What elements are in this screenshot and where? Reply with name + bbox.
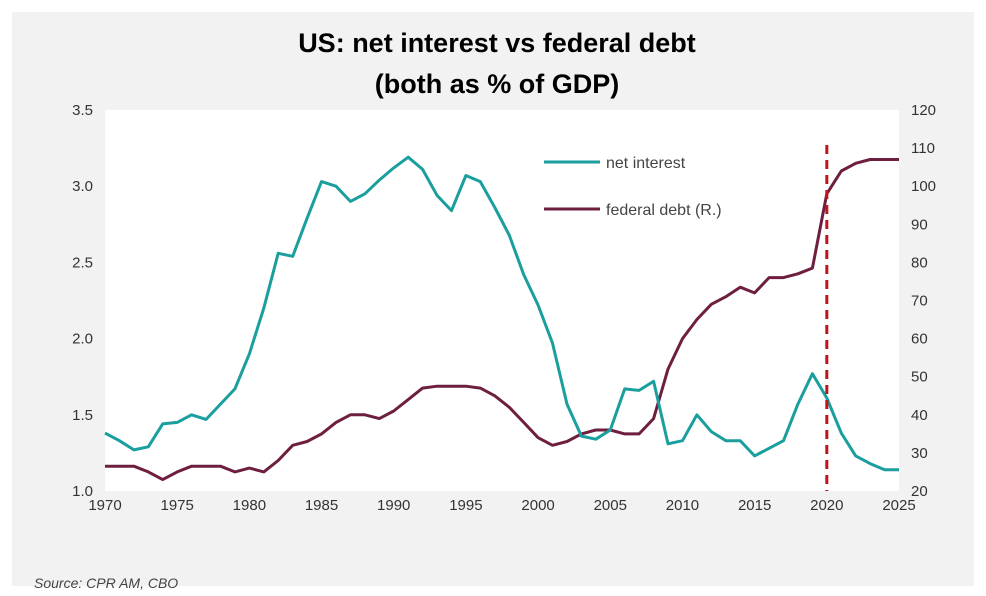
x-tick-label: 1995 bbox=[449, 497, 482, 514]
x-tick-label: 1985 bbox=[305, 497, 338, 514]
x-tick-label: 1970 bbox=[88, 497, 121, 514]
x-tick-label: 2010 bbox=[666, 497, 699, 514]
right-y-tick-label: 110 bbox=[911, 140, 935, 157]
federal-debt-line bbox=[105, 158, 899, 482]
x-tick-label: 2020 bbox=[810, 497, 843, 514]
x-tick-label: 2025 bbox=[882, 497, 915, 514]
chart-title-line-2: (both as % of GDP) bbox=[375, 69, 620, 99]
right-y-tick-label: 80 bbox=[911, 254, 928, 271]
source-note: Source: CPR AM, CBO bbox=[34, 575, 179, 591]
right-y-tick-label: 30 bbox=[911, 445, 928, 462]
legend: net interest federal debt (R.) bbox=[544, 155, 722, 219]
chart-title-line-1: US: net interest vs federal debt bbox=[298, 28, 696, 58]
right-y-tick-label: 50 bbox=[911, 369, 928, 386]
right-y-tick-label: 20 bbox=[911, 483, 928, 500]
left-y-tick-label: 3.0 bbox=[72, 178, 93, 195]
net-interest-line bbox=[104, 155, 899, 472]
chart-frame: US: net interest vs federal debt (both a… bbox=[12, 12, 974, 591]
x-tick-label: 1990 bbox=[377, 497, 410, 514]
x-tick-label: 2000 bbox=[521, 497, 554, 514]
right-y-tick-label: 40 bbox=[911, 407, 928, 424]
left-y-tick-label: 1.0 bbox=[72, 483, 93, 500]
x-tick-label: 2015 bbox=[738, 497, 771, 514]
right-y-tick-label: 120 bbox=[911, 102, 936, 119]
left-y-tick-label: 2.0 bbox=[72, 331, 93, 348]
left-y-axis: 1.0 1.5 2.0 2.5 3.0 3.5 bbox=[72, 102, 93, 500]
x-axis: 1970 1975 1980 1985 1990 1995 2000 2005 2010 2015… bbox=[88, 497, 915, 514]
right-y-tick-label: 100 bbox=[911, 178, 936, 195]
right-y-tick-label: 90 bbox=[911, 216, 928, 233]
plot-area bbox=[105, 110, 899, 491]
x-tick-label: 1975 bbox=[160, 497, 193, 514]
left-y-tick-label: 2.5 bbox=[72, 254, 93, 271]
right-y-axis: 20 30 40 50 60 70 80 90 100 110 120 bbox=[911, 102, 936, 500]
right-y-tick-label: 60 bbox=[911, 331, 928, 348]
right-y-tick-label: 70 bbox=[911, 293, 928, 310]
left-y-tick-label: 3.5 bbox=[72, 102, 93, 119]
legend-label-federal-debt: federal debt (R.) bbox=[606, 202, 722, 219]
x-tick-label: 2005 bbox=[594, 497, 627, 514]
x-tick-label: 1980 bbox=[233, 497, 266, 514]
legend-label-net-interest: net interest bbox=[606, 155, 686, 172]
chart-svg: US: net interest vs federal debt (both a… bbox=[72, 28, 936, 514]
left-y-tick-label: 1.5 bbox=[72, 407, 93, 424]
